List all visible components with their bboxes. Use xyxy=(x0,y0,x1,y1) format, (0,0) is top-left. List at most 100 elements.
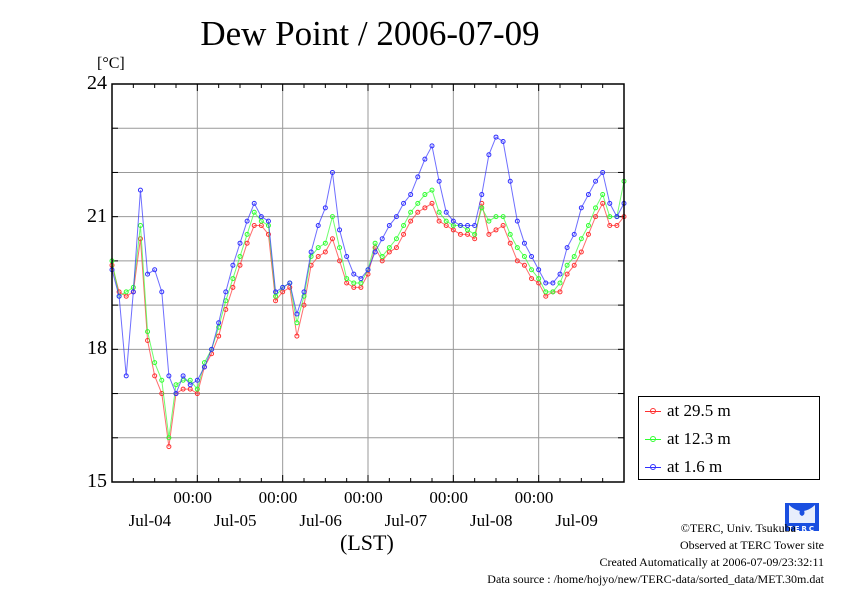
legend-item-29-5m: at 29.5 m xyxy=(645,401,731,421)
data-point xyxy=(507,178,513,184)
data-point xyxy=(408,209,414,215)
data-point xyxy=(550,280,556,286)
data-point xyxy=(322,205,328,211)
data-point xyxy=(294,333,300,339)
data-point xyxy=(137,187,143,193)
data-point xyxy=(209,346,215,352)
data-point xyxy=(308,249,314,255)
data-point xyxy=(301,289,307,295)
data-point xyxy=(408,192,414,198)
data-point xyxy=(585,223,591,229)
data-point xyxy=(607,200,613,206)
x-tick-time: 00:00 xyxy=(514,488,554,507)
data-point xyxy=(564,262,570,268)
data-point xyxy=(486,152,492,158)
data-point xyxy=(493,214,499,220)
legend-label: at 12.3 m xyxy=(667,429,731,448)
data-point xyxy=(265,218,271,224)
data-point xyxy=(244,231,250,237)
data-point xyxy=(557,289,563,295)
x-tick-time: 00:00 xyxy=(344,488,383,507)
data-point xyxy=(379,253,385,259)
data-point xyxy=(536,276,542,282)
data-point xyxy=(536,267,542,273)
data-source: Data source : /home/hojyo/new/TERC-data/… xyxy=(487,572,824,586)
data-point xyxy=(152,267,158,273)
data-point xyxy=(315,223,321,229)
data-point xyxy=(116,293,122,299)
data-point xyxy=(216,320,222,326)
data-point xyxy=(415,209,421,215)
data-point xyxy=(607,214,613,220)
data-point xyxy=(465,223,471,229)
data-point xyxy=(443,209,449,215)
data-point xyxy=(315,245,321,251)
data-point xyxy=(600,192,606,198)
legend-label: at 29.5 m xyxy=(667,401,731,420)
data-point xyxy=(294,320,300,326)
data-point xyxy=(521,253,527,259)
y-axis-unit: [°C] xyxy=(97,55,125,72)
data-point xyxy=(130,289,136,295)
data-point xyxy=(600,169,606,175)
data-point xyxy=(194,386,200,392)
data-point xyxy=(194,377,200,383)
data-point xyxy=(564,271,570,277)
data-point xyxy=(166,444,172,450)
series-line-0 xyxy=(111,202,625,447)
data-point xyxy=(237,262,243,268)
data-point xyxy=(351,271,357,277)
data-point xyxy=(600,200,606,206)
data-point xyxy=(401,231,407,237)
data-point xyxy=(415,174,421,180)
data-point xyxy=(180,373,186,379)
data-point xyxy=(493,134,499,140)
data-point xyxy=(251,200,257,206)
x-tick-date: Jul-09 xyxy=(555,511,598,530)
data-point xyxy=(329,169,335,175)
data-point xyxy=(145,271,151,277)
data-point xyxy=(472,223,478,229)
data-point xyxy=(180,386,186,392)
data-point xyxy=(401,200,407,206)
data-point xyxy=(514,245,520,251)
data-point xyxy=(386,245,392,251)
data-point xyxy=(372,249,378,255)
data-point xyxy=(123,373,129,379)
data-point xyxy=(529,276,535,282)
data-point xyxy=(365,267,371,273)
data-point xyxy=(557,271,563,277)
data-point xyxy=(265,231,271,237)
x-tick-date: Jul-05 xyxy=(214,511,257,530)
data-point xyxy=(123,289,129,295)
data-point xyxy=(593,178,599,184)
data-point xyxy=(557,280,563,286)
y-tick-label: 21 xyxy=(87,204,107,227)
data-point xyxy=(571,231,577,237)
y-tick-label: 18 xyxy=(87,337,107,360)
data-point xyxy=(585,192,591,198)
data-point xyxy=(578,236,584,242)
data-point xyxy=(493,227,499,233)
data-point xyxy=(166,435,172,441)
legend: at 29.5 m at 12.3 m at 1.6 m xyxy=(638,396,820,480)
data-point xyxy=(422,205,428,211)
x-tick-date: Jul-04 xyxy=(128,511,172,530)
data-point xyxy=(415,200,421,206)
data-point xyxy=(436,178,442,184)
data-point xyxy=(507,240,513,246)
data-point xyxy=(201,364,207,370)
y-tick-label: 15 xyxy=(87,470,107,492)
data-point xyxy=(230,284,236,290)
chart-title: Dew Point / 2006-07-09 xyxy=(200,14,540,53)
data-point xyxy=(372,240,378,246)
data-point xyxy=(521,262,527,268)
site-note: Observed at TERC Tower site xyxy=(679,538,824,552)
data-point xyxy=(344,276,350,282)
data-point xyxy=(152,373,158,379)
data-point xyxy=(429,143,435,149)
data-point xyxy=(507,231,513,237)
data-point xyxy=(578,249,584,255)
data-point xyxy=(166,373,172,379)
data-point xyxy=(571,253,577,259)
